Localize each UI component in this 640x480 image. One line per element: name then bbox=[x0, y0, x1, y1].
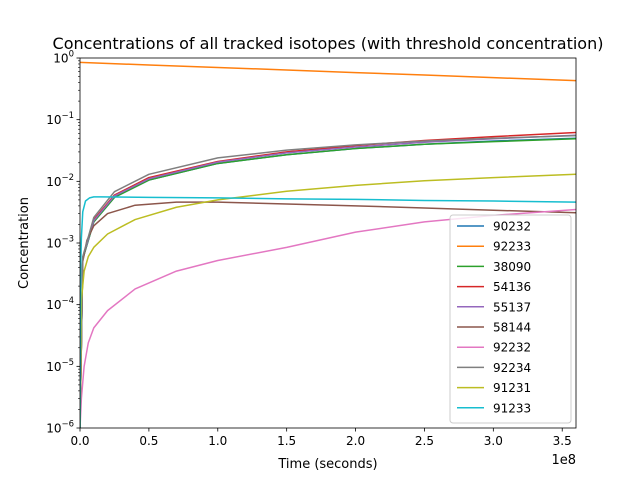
x-tick-label: 2.5 bbox=[415, 434, 434, 448]
x-tick-label: 1.0 bbox=[208, 434, 227, 448]
x-tick-label: 2.0 bbox=[346, 434, 365, 448]
x-tick-label: 1.5 bbox=[277, 434, 296, 448]
series-line-92234 bbox=[80, 134, 576, 428]
legend-label-58144: 58144 bbox=[493, 321, 531, 335]
series-layer bbox=[80, 61, 576, 428]
y-tick-label: 10−5 bbox=[46, 358, 74, 374]
x-axis-offset-label: 1e8 bbox=[551, 453, 576, 468]
legend: 90232 92233 38090 54136 55137 58144 92232 92234… bbox=[449, 214, 572, 424]
x-tick-label: 3.5 bbox=[553, 434, 572, 448]
x-axis-ticks: 0.0 0.5 1.0 1.5 2.0 2.5 3.0 3.5 bbox=[70, 428, 572, 448]
legend-label-91231: 91231 bbox=[493, 381, 531, 395]
series-line-92232 bbox=[80, 208, 576, 428]
legend-label-92233: 92233 bbox=[493, 240, 531, 254]
legend-label-91233: 91233 bbox=[493, 401, 531, 415]
x-tick-label: 3.0 bbox=[484, 434, 503, 448]
y-tick-label: 10−3 bbox=[46, 235, 74, 251]
y-axis-label: Concentration bbox=[17, 197, 32, 289]
legend-label-92232: 92232 bbox=[493, 341, 531, 355]
legend-label-92234: 92234 bbox=[493, 361, 531, 375]
legend-label-38090: 38090 bbox=[493, 260, 531, 274]
chart-title: Concentrations of all tracked isotopes (… bbox=[53, 34, 604, 53]
series-line-91233 bbox=[80, 196, 576, 428]
x-tick-label: 0.0 bbox=[70, 434, 89, 448]
legend-label-55137: 55137 bbox=[493, 300, 531, 314]
y-tick-label: 10−2 bbox=[46, 173, 74, 189]
series-line-91231 bbox=[80, 173, 576, 428]
x-tick-label: 0.5 bbox=[139, 434, 158, 448]
y-tick-label: 100 bbox=[53, 50, 74, 66]
y-tick-label: 10−1 bbox=[46, 111, 74, 127]
y-tick-label: 10−4 bbox=[46, 296, 74, 312]
x-axis-label: Time (seconds) bbox=[277, 457, 377, 472]
legend-label-90232: 90232 bbox=[493, 220, 531, 234]
legend-label-54136: 54136 bbox=[493, 280, 531, 294]
y-axis-ticks: 10−6 10−5 10−4 10−3 10−2 10−1 100 bbox=[46, 50, 80, 436]
series-line-92233 bbox=[80, 61, 576, 82]
y-tick-label: 10−6 bbox=[46, 420, 74, 436]
